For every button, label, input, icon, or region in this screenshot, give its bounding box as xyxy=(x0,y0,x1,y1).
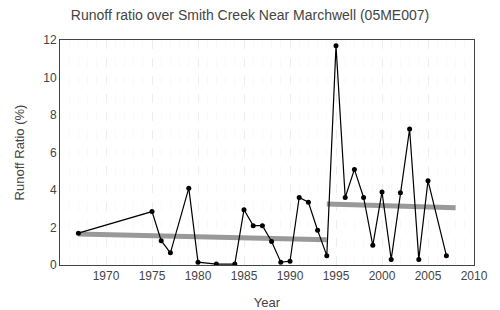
svg-text:2010: 2010 xyxy=(461,269,488,283)
svg-text:Runoff Ratio (%): Runoff Ratio (%) xyxy=(12,105,27,201)
svg-text:2000: 2000 xyxy=(369,269,396,283)
svg-text:10: 10 xyxy=(43,71,57,85)
svg-text:1995: 1995 xyxy=(323,269,350,283)
svg-text:1970: 1970 xyxy=(93,269,120,283)
svg-text:1980: 1980 xyxy=(185,269,212,283)
svg-text:Runoff ratio over Smith Creek: Runoff ratio over Smith Creek Near March… xyxy=(71,7,429,23)
svg-text:2005: 2005 xyxy=(415,269,442,283)
svg-text:1985: 1985 xyxy=(231,269,258,283)
svg-text:4: 4 xyxy=(50,183,57,197)
svg-text:0: 0 xyxy=(50,258,57,272)
svg-text:1975: 1975 xyxy=(139,269,166,283)
svg-text:Year: Year xyxy=(254,295,281,310)
svg-text:6: 6 xyxy=(50,146,57,160)
svg-text:2: 2 xyxy=(50,221,57,235)
svg-text:12: 12 xyxy=(43,33,57,47)
svg-text:1990: 1990 xyxy=(277,269,304,283)
svg-text:8: 8 xyxy=(50,108,57,122)
